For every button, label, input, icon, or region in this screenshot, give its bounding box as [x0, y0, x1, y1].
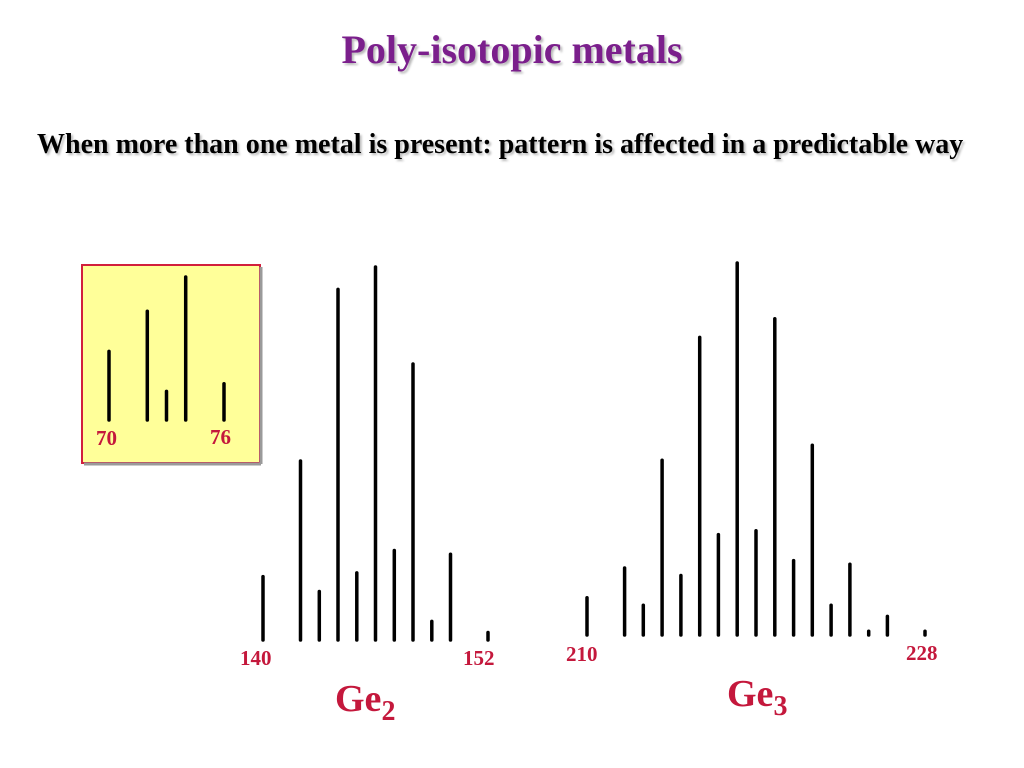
ge3-spectrum: 210 228	[566, 261, 938, 666]
ge2-tick-label-152: 152	[463, 646, 495, 670]
ge-tick-label-70: 70	[96, 426, 117, 450]
page-title: Poly-isotopic metals	[341, 27, 683, 72]
ge3-formula: Ge3	[727, 673, 787, 722]
ge2-subscript: 2	[381, 696, 395, 727]
ge2-tick-label-140: 140	[240, 646, 272, 670]
ge-spectrum: 70 76	[96, 275, 231, 450]
ge3-symbol: Ge	[727, 673, 773, 715]
ge3-tick-label-210: 210	[566, 642, 598, 666]
ge-tick-label-76: 76	[210, 425, 231, 449]
ge3-tick-label-228: 228	[906, 641, 938, 665]
ge3-subscript: 3	[773, 691, 787, 722]
ge2-spectrum: 140 152	[240, 265, 495, 670]
page-subtitle: When more than one metal is present: pat…	[37, 129, 964, 160]
ge2-formula: Ge2	[335, 678, 395, 727]
ge2-symbol: Ge	[335, 678, 381, 720]
